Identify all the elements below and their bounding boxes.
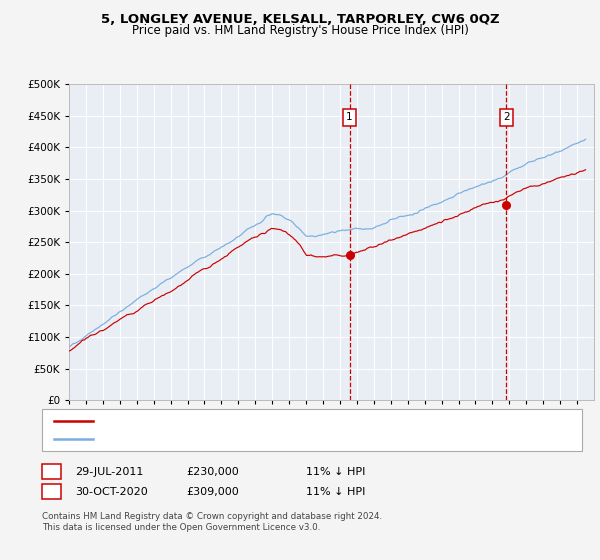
Text: 1: 1 [346, 112, 353, 122]
Text: Price paid vs. HM Land Registry's House Price Index (HPI): Price paid vs. HM Land Registry's House … [131, 24, 469, 38]
Text: £230,000: £230,000 [186, 466, 239, 477]
Text: 30-OCT-2020: 30-OCT-2020 [75, 487, 148, 497]
Text: Contains HM Land Registry data © Crown copyright and database right 2024.
This d: Contains HM Land Registry data © Crown c… [42, 512, 382, 532]
Text: 5, LONGLEY AVENUE, KELSALL, TARPORLEY, CW6 0QZ: 5, LONGLEY AVENUE, KELSALL, TARPORLEY, C… [101, 13, 499, 26]
Text: 11% ↓ HPI: 11% ↓ HPI [306, 466, 365, 477]
Text: 2: 2 [48, 487, 55, 497]
Text: 1: 1 [48, 466, 55, 477]
Text: HPI: Average price, detached house, Cheshire West and Chester: HPI: Average price, detached house, Ches… [99, 434, 419, 444]
Text: 11% ↓ HPI: 11% ↓ HPI [306, 487, 365, 497]
Text: 2: 2 [503, 112, 510, 122]
Text: 29-JUL-2011: 29-JUL-2011 [75, 466, 143, 477]
Text: £309,000: £309,000 [186, 487, 239, 497]
Text: 5, LONGLEY AVENUE, KELSALL, TARPORLEY, CW6 0QZ (detached house): 5, LONGLEY AVENUE, KELSALL, TARPORLEY, C… [99, 416, 458, 426]
